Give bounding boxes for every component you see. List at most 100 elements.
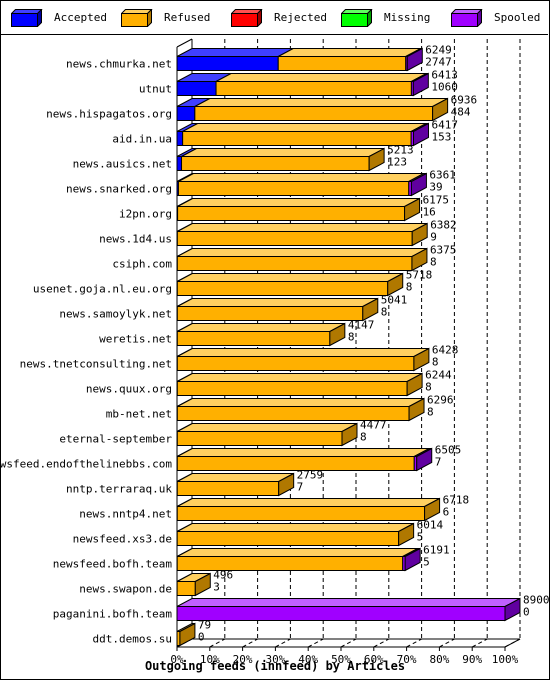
x-tick-label: 20% [233, 653, 253, 666]
x-tick-label: 60% [364, 653, 384, 666]
category-label: i2pn.org [119, 208, 172, 221]
bar-refused [277, 56, 407, 71]
total-label: 6296 [427, 394, 454, 407]
total-label: 4477 [360, 419, 387, 432]
bar-side-refused [404, 197, 421, 222]
total-label: 6505 [435, 444, 462, 457]
bar-side-refused [368, 147, 385, 172]
category-label: news.1d4.us [99, 233, 172, 246]
bar-top-refused [176, 523, 414, 532]
bar-refused [194, 106, 434, 121]
bar-side-spooled [504, 597, 521, 622]
category-label: news.nntp4.net [79, 508, 172, 521]
total-label: 5041 [381, 294, 408, 307]
floor-gridline [307, 638, 324, 648]
bar-refused [176, 556, 404, 571]
x-tick-label: 30% [265, 653, 285, 666]
category-label: news.tnetconsulting.net [20, 358, 172, 371]
bar-top-refused [177, 323, 346, 332]
bar-top-refused [177, 273, 403, 282]
category-label: aid.in.ua [112, 133, 172, 146]
bar-top-refused [181, 148, 385, 157]
accepted-label: 8 [406, 281, 413, 294]
total-label: 6191 [423, 544, 450, 557]
category-label: news.hispagatos.org [46, 108, 172, 121]
bar-refused [176, 281, 389, 296]
legend-label-rejected: Rejected [274, 11, 327, 24]
bar-accepted [176, 131, 184, 146]
accepted-label: 8 [432, 356, 439, 369]
bar-refused [182, 131, 412, 146]
bar-top-refused [177, 448, 430, 457]
total-label: 4147 [348, 319, 375, 332]
floor-gridline [242, 638, 258, 648]
accepted-label: 8 [430, 256, 437, 269]
bar-side-refused [432, 97, 449, 122]
accepted-label: 123 [387, 156, 407, 169]
bar-refused [176, 506, 426, 521]
total-label: 6382 [430, 219, 457, 232]
x-tick-label: 40% [298, 653, 318, 666]
total-label: 6175 [423, 194, 450, 207]
bar-top-refused [182, 123, 427, 132]
bar-refused [177, 206, 406, 221]
accepted-label: 7 [297, 481, 304, 494]
bar-accepted [176, 106, 196, 121]
bar-refused [181, 156, 370, 171]
bar-side-refused [411, 222, 428, 247]
bar-top-refused [215, 73, 427, 82]
accepted-label: 5 [417, 531, 424, 544]
legend-swatch-refused [121, 9, 153, 27]
total-label: 79 [198, 619, 211, 632]
accepted-label: 9 [430, 231, 437, 244]
category-label: utnut [139, 83, 172, 96]
bar-top-refused [177, 398, 425, 407]
total-label: 2759 [297, 469, 324, 482]
x-axis-title: Outgoing feeds (innfeed) by Articles [144, 659, 406, 673]
x-tick-label: 80% [429, 653, 449, 666]
category-label: news.snarked.org [66, 183, 172, 196]
category-label: ddt.demos.su [93, 633, 172, 646]
bar-refused [177, 181, 410, 196]
legend-swatch-rejected [231, 9, 263, 27]
accepted-label: 3 [213, 581, 220, 594]
bar-side-refused [413, 347, 430, 372]
bar-side-spooled [412, 72, 429, 97]
bar-top-refused [177, 348, 430, 357]
floor-gridline [439, 638, 455, 648]
floor-gridline [406, 638, 422, 648]
x-tick-label: 0% [170, 653, 184, 666]
category-label: news.ausics.net [73, 158, 172, 171]
bar-spooled [176, 606, 506, 621]
category-label: csiph.com [112, 258, 172, 271]
accepted-label: 8 [360, 431, 367, 444]
floor-gridline [209, 638, 226, 648]
bar-top-refused [176, 498, 440, 507]
bar-top-refused [177, 223, 428, 232]
total-label: 6361 [429, 169, 456, 182]
x-tick-label: 100% [492, 653, 519, 666]
x-tick-label: 90% [462, 653, 482, 666]
bar-side-refused [387, 272, 404, 297]
category-label: news.quux.org [86, 383, 172, 396]
accepted-label: 8 [427, 406, 434, 419]
bar-top-accepted [176, 48, 294, 57]
legend-swatch-spooled [451, 9, 483, 27]
floor-gridline [471, 638, 488, 648]
